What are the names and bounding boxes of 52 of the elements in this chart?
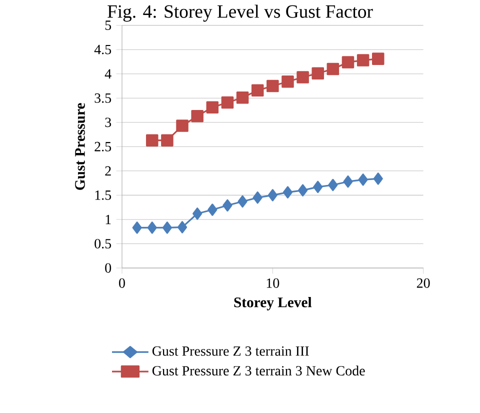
- point: [328, 178, 338, 192]
- point: [236, 92, 249, 104]
- legend-label: Gust Pressure Z 3 terrain 3 New Code: [152, 366, 365, 376]
- point: [358, 174, 368, 186]
- point: [373, 172, 383, 185]
- point: [312, 67, 324, 80]
- point: [266, 80, 279, 92]
- y-tick-label: 0.5: [94, 238, 112, 248]
- x-tick-label: 0: [119, 278, 125, 288]
- point: [221, 96, 234, 109]
- y-tick-label: 2: [105, 166, 111, 176]
- y-tick-label: 1.5: [95, 190, 112, 200]
- point: [177, 221, 188, 234]
- point: [222, 199, 232, 212]
- y-tick-label: 4.5: [94, 44, 112, 54]
- point: [343, 175, 353, 188]
- point: [282, 75, 294, 88]
- point: [372, 52, 384, 65]
- point: [162, 222, 172, 234]
- x-axis-title: Storey Level: [234, 297, 312, 310]
- y-tick-label: 0: [105, 263, 112, 273]
- y-tick-label: 4: [104, 69, 112, 78]
- y-tick-label: 2.5: [94, 142, 112, 152]
- point: [238, 195, 248, 208]
- y-tick-label: 3: [105, 118, 112, 128]
- point: [161, 134, 174, 146]
- point: [192, 208, 202, 220]
- point: [268, 189, 278, 202]
- x-tick-label: 20: [416, 278, 430, 288]
- y-tick-label: 3.5: [94, 93, 112, 103]
- point: [132, 222, 142, 234]
- legend-label: Gust Pressure Z 3 terrain III: [152, 346, 309, 356]
- y-axis-title: Gust Pressure: [75, 103, 85, 190]
- y-tick-label: 5: [105, 20, 112, 30]
- point: [176, 120, 188, 132]
- chart-title: Fig. 4: Storey Level vs Gust Factor: [108, 4, 373, 22]
- point: [342, 56, 354, 68]
- point: [206, 101, 219, 114]
- point: [326, 62, 340, 76]
- point: [282, 186, 293, 198]
- point: [296, 71, 309, 84]
- y-tick-label: 1: [106, 214, 111, 224]
- point: [147, 222, 157, 234]
- x-tick-label: 10: [266, 278, 280, 288]
- point: [191, 110, 204, 122]
- point: [313, 180, 323, 194]
- point: [356, 54, 370, 66]
- point: [252, 191, 262, 204]
- point: [208, 204, 218, 216]
- point: [251, 84, 264, 96]
- point: [146, 134, 158, 146]
- point: [298, 184, 308, 196]
